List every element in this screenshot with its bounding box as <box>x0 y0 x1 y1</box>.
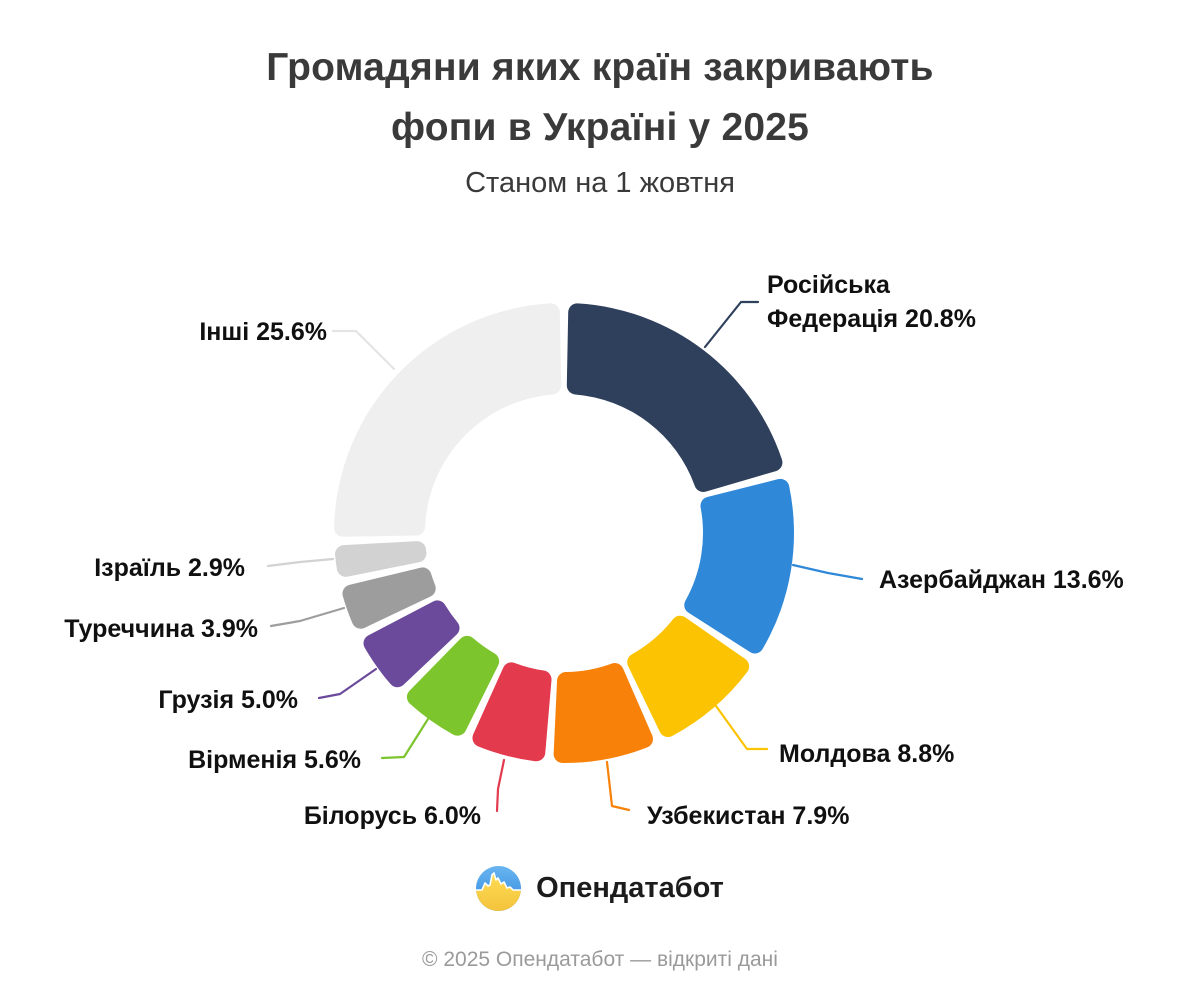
leader-line-7 <box>269 606 346 628</box>
donut-slice-7 <box>342 567 436 629</box>
brand-row: Опендатабот <box>0 866 1200 911</box>
slice-label-2: Молдова 8.8% <box>779 740 954 768</box>
slice-label-1: Азербайджан 13.6% <box>879 566 1124 594</box>
slice-label-5: Вірменія 5.6% <box>188 746 361 774</box>
chart-title-line-2: фопи в Україні у 2025 <box>390 106 810 149</box>
slice-label-8: Ізраїль 2.9% <box>94 554 245 582</box>
brand-name: Опендатабот <box>536 872 724 904</box>
donut-slice-3 <box>553 663 653 764</box>
donut-slice-8 <box>335 541 427 577</box>
donut-slice-4 <box>472 662 552 762</box>
donut-slice-9 <box>334 303 562 537</box>
logo-skyline <box>476 873 522 911</box>
leader-line-9 <box>331 329 396 371</box>
donut-slice-1 <box>684 478 794 654</box>
chart-subtitle: Станом на 1 жовтня <box>465 167 735 199</box>
leader-line-6 <box>317 667 378 700</box>
opendatabot-logo-icon <box>476 866 522 911</box>
slice-label-4: Білорусь 6.0% <box>304 802 481 830</box>
donut-slice-6 <box>363 600 460 688</box>
leader-line-1 <box>791 563 864 581</box>
slice-label-0: Російська <box>767 271 891 299</box>
donut-slice-5 <box>406 635 500 736</box>
chart-title-line-1: Громадяни яких країн закривають <box>266 46 934 89</box>
slice-label-0: Федерація 20.8% <box>767 305 976 333</box>
leader-line-3 <box>605 760 631 812</box>
donut-slice-2 <box>627 615 750 738</box>
leader-line-4 <box>495 758 506 813</box>
leader-line-5 <box>380 717 430 760</box>
slice-label-9: Інші 25.6% <box>199 318 327 346</box>
leader-line-8 <box>266 557 335 568</box>
slice-label-6: Грузія 5.0% <box>158 686 298 714</box>
logo-skyline-outline <box>476 872 522 891</box>
donut-slice-0 <box>566 303 783 492</box>
copyright-line: © 2025 Опендатабот — відкриті дані <box>422 948 778 971</box>
slice-label-3: Узбекистан 7.9% <box>647 802 849 830</box>
slice-label-7: Туреччина 3.9% <box>64 615 258 643</box>
leader-line-2 <box>714 704 769 751</box>
leader-line-0 <box>703 300 760 349</box>
chart-header: Громадяни яких країн закривають фопи в У… <box>0 38 1200 200</box>
